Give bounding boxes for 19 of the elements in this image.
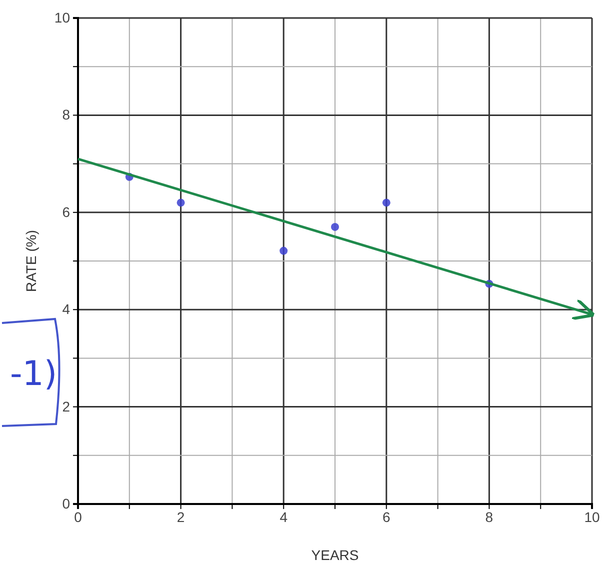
text: -1) — [10, 354, 58, 394]
point — [176, 198, 185, 207]
y-tick-label: 6 — [62, 204, 70, 220]
x-axis-title: YEARS — [311, 547, 359, 563]
point — [331, 223, 339, 231]
point — [280, 246, 288, 255]
y-tick-label: 0 — [62, 495, 70, 512]
point — [382, 198, 390, 207]
x-tick-label: 0 — [74, 508, 82, 525]
y-tick-label: 4 — [62, 301, 70, 318]
x-tick-label: 2 — [176, 508, 185, 525]
x-tick-label: 4 — [280, 508, 288, 525]
y-tick-label: 2 — [62, 398, 70, 414]
x-tick-label: 6 — [382, 508, 390, 525]
x-tick-label: 8 — [485, 508, 494, 525]
y-tick-label: 10 — [54, 9, 70, 26]
y-axis-title: RATE (%) — [23, 230, 39, 292]
x-tick-label: 10 — [584, 508, 600, 525]
y-tick-label: 8 — [62, 106, 70, 123]
